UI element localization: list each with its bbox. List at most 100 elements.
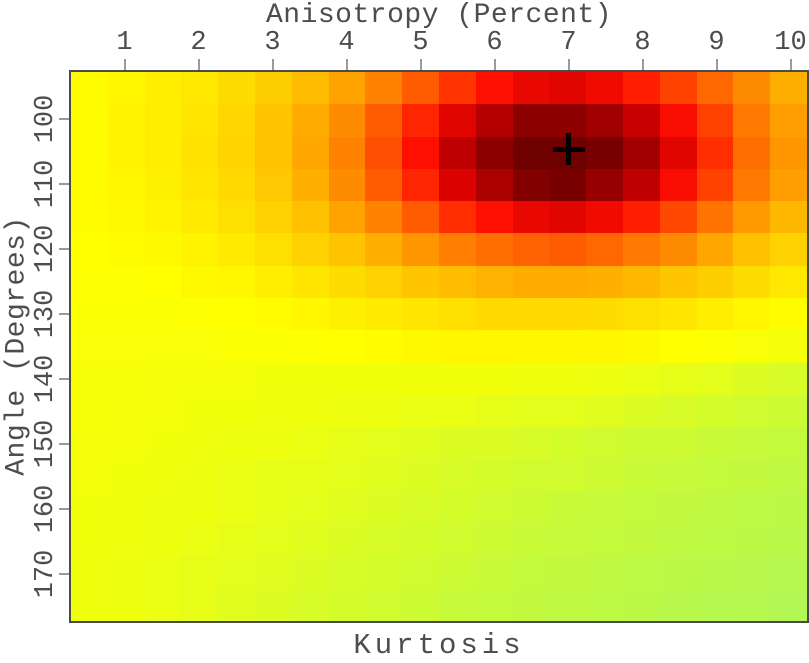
x-tick-mark	[493, 59, 496, 70]
heatmap-cell	[144, 491, 182, 525]
heatmap-cell	[291, 72, 329, 105]
heatmap-cell	[107, 104, 145, 137]
heatmap-cell	[254, 491, 292, 525]
heatmap-cell	[770, 394, 807, 428]
heatmap-cell	[733, 491, 771, 525]
heatmap-cell	[291, 330, 329, 363]
heatmap-cell	[254, 330, 292, 363]
heatmap-cell	[181, 394, 219, 428]
heatmap-cell	[107, 72, 145, 105]
heatmap-cell	[659, 136, 697, 169]
x-tick-mark	[345, 59, 348, 70]
heatmap-cell	[438, 136, 476, 169]
heatmap-cell	[71, 168, 108, 202]
heatmap-cell	[218, 588, 255, 621]
heatmap-cell	[622, 459, 660, 492]
heatmap-cell	[475, 298, 513, 331]
heatmap-cell	[402, 298, 439, 331]
heatmap-cell	[659, 524, 697, 557]
heatmap-cell	[512, 362, 550, 395]
heatmap-cell	[549, 298, 587, 331]
heatmap-cell	[586, 233, 623, 266]
heatmap-cell	[733, 394, 771, 428]
heatmap-cell	[622, 362, 660, 395]
heatmap-cell	[181, 265, 219, 299]
y-tick-mark	[59, 247, 69, 250]
heatmap-cell	[512, 104, 550, 137]
heatmap-cell	[144, 201, 182, 234]
heatmap-cell	[438, 330, 476, 363]
heatmap-cell	[733, 459, 771, 492]
heatmap-cell	[291, 298, 329, 331]
heatmap-cell	[733, 330, 771, 363]
bottom-title: Kurtosis	[353, 629, 525, 662]
heatmap-cell	[659, 427, 697, 460]
heatmap-cell	[733, 556, 771, 589]
heatmap-cell	[549, 459, 587, 492]
heatmap-cell	[107, 427, 145, 460]
heatmap-cell	[71, 556, 108, 589]
heatmap-cell	[107, 588, 145, 621]
heatmap-cell	[770, 201, 807, 234]
heatmap-cell	[365, 298, 403, 331]
heatmap-cell	[696, 72, 734, 105]
heatmap-cell	[254, 556, 292, 589]
heatmap-cell	[144, 72, 182, 105]
heatmap-cell	[328, 556, 366, 589]
heatmap-cell	[291, 104, 329, 137]
heatmap-cell	[181, 233, 219, 266]
heatmap-cell	[586, 298, 623, 331]
heatmap-cell	[733, 168, 771, 202]
heatmap-cell	[328, 524, 366, 557]
y-tick-label: 130	[31, 289, 61, 339]
heatmap-cell	[586, 394, 623, 428]
heatmap-cell	[770, 298, 807, 331]
heatmap-cell	[402, 459, 439, 492]
x-tick-label: 3	[264, 28, 281, 58]
heatmap-cell	[586, 265, 623, 299]
heatmap-cell	[733, 233, 771, 266]
heatmap-cell	[218, 394, 255, 428]
heatmap-cell	[71, 201, 108, 234]
heatmap-cell	[144, 265, 182, 299]
heatmap-cell	[438, 588, 476, 621]
heatmap-cell	[402, 168, 439, 202]
heatmap-cell	[622, 265, 660, 299]
heatmap-cell	[328, 104, 366, 137]
heatmap-cell	[770, 136, 807, 169]
heatmap-cell	[144, 427, 182, 460]
heatmap-cell	[402, 233, 439, 266]
heatmap-cell	[365, 394, 403, 428]
heatmap-cell	[144, 104, 182, 137]
heatmap-cell	[475, 394, 513, 428]
heatmap-cell	[107, 136, 145, 169]
heatmap-cell	[71, 72, 108, 105]
heatmap-cell	[402, 330, 439, 363]
heatmap-cell	[254, 394, 292, 428]
heatmap-grid	[71, 72, 807, 621]
heatmap-cell	[181, 104, 219, 137]
heatmap-cell	[218, 265, 255, 299]
heatmap-cell	[71, 394, 108, 428]
heatmap-cell	[181, 524, 219, 557]
heatmap-cell	[696, 459, 734, 492]
heatmap-cell	[438, 104, 476, 137]
heatmap-cell	[328, 233, 366, 266]
heatmap-cell	[733, 362, 771, 395]
heatmap-cell	[328, 330, 366, 363]
heatmap-cell	[291, 136, 329, 169]
heatmap-cell	[402, 136, 439, 169]
heatmap-cell	[144, 459, 182, 492]
heatmap-cell	[438, 362, 476, 395]
heatmap-cell	[622, 201, 660, 234]
heatmap-cell	[71, 298, 108, 331]
heatmap-cell	[696, 298, 734, 331]
heatmap-cell	[71, 362, 108, 395]
heatmap-cell	[365, 330, 403, 363]
heatmap-cell	[181, 330, 219, 363]
heatmap-cell	[181, 427, 219, 460]
heatmap-cell	[107, 362, 145, 395]
heatmap-cell	[549, 201, 587, 234]
heatmap-cell	[254, 72, 292, 105]
heatmap-cell	[107, 556, 145, 589]
